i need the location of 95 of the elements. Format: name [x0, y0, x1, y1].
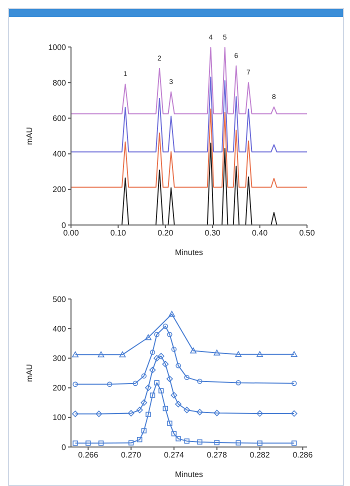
point — [107, 382, 112, 387]
point — [72, 351, 78, 358]
point — [292, 380, 297, 386]
point — [150, 392, 156, 398]
point — [86, 440, 91, 446]
point — [96, 410, 102, 418]
y-tick-label: 100 — [52, 413, 67, 422]
point — [196, 408, 203, 416]
x-tick-label: 0.278 — [206, 450, 228, 460]
y-tick-label: 800 — [52, 78, 67, 88]
line-series — [71, 47, 307, 114]
point — [72, 382, 78, 387]
point — [132, 380, 138, 386]
x-tick-label: 0.00 — [63, 228, 80, 238]
line-series — [72, 380, 297, 446]
point — [166, 376, 173, 382]
point — [292, 440, 297, 446]
point — [167, 420, 172, 426]
point — [145, 384, 152, 391]
y-axis-title: mAU — [24, 364, 34, 382]
y-tick-label: 200 — [52, 185, 67, 194]
point — [162, 324, 168, 329]
point — [119, 351, 126, 358]
point — [184, 406, 190, 414]
point — [197, 378, 202, 384]
point — [98, 351, 104, 358]
y-tick-label: 400 — [52, 150, 67, 159]
x-tick-label: 0.282 — [250, 450, 270, 460]
y-tick-label: 600 — [52, 114, 67, 124]
point — [176, 436, 181, 442]
y-tick-label: 400 — [52, 324, 67, 334]
point — [72, 440, 78, 446]
point — [214, 410, 220, 416]
point — [137, 437, 142, 442]
x-tick-label: 0.40 — [252, 228, 268, 238]
point — [140, 399, 148, 406]
x-tick-label: 0.30 — [204, 228, 221, 238]
y-tick-label: 500 — [52, 294, 67, 304]
point — [72, 410, 78, 418]
line-series — [72, 324, 297, 387]
y-tick-label: 1000 — [48, 42, 67, 52]
point — [290, 351, 298, 357]
point — [171, 431, 177, 436]
x-axis-title: Minutes — [174, 248, 204, 257]
line-series — [71, 108, 307, 188]
point — [145, 334, 152, 340]
point — [171, 346, 177, 352]
point — [167, 332, 172, 338]
point — [141, 428, 147, 434]
x-tick-label: 0.266 — [78, 450, 99, 460]
y-tick-label: 0 — [62, 442, 67, 452]
point — [128, 410, 134, 416]
x-tick-label: 0.20 — [158, 228, 174, 238]
point — [290, 410, 298, 417]
point — [146, 412, 151, 418]
x-tick-label: 0.10 — [110, 228, 127, 238]
point — [158, 388, 164, 394]
x-axis-title: Minutes — [174, 470, 204, 479]
point — [235, 351, 242, 357]
point — [176, 363, 181, 368]
y-axis-title: mAU — [24, 126, 34, 145]
point — [162, 406, 168, 412]
x-tick-label: 0.286 — [292, 450, 314, 460]
point — [256, 351, 263, 357]
point — [214, 440, 220, 446]
y-tick-label: 200 — [52, 384, 67, 393]
line-series — [71, 76, 307, 152]
point — [154, 355, 160, 362]
point — [214, 350, 220, 356]
x-tick-label: 0.50 — [299, 228, 316, 238]
x-tick-label: 0.270 — [121, 450, 142, 460]
point — [184, 438, 190, 444]
point — [128, 440, 134, 446]
point — [141, 373, 147, 379]
x-tick-label: 0.274 — [164, 450, 185, 460]
point — [162, 360, 169, 368]
point — [175, 400, 182, 408]
point — [149, 366, 156, 374]
point — [168, 310, 176, 317]
point — [190, 348, 196, 354]
point — [197, 439, 202, 445]
y-tick-label: 0 — [62, 220, 67, 230]
point — [236, 440, 241, 446]
point — [170, 392, 178, 398]
point — [256, 410, 263, 417]
point — [154, 332, 160, 338]
point — [136, 406, 143, 414]
point — [257, 440, 262, 446]
point — [236, 380, 241, 386]
y-tick-label: 300 — [52, 354, 67, 364]
point — [158, 352, 164, 360]
point — [154, 380, 160, 386]
point — [98, 440, 104, 446]
point — [150, 350, 156, 355]
point — [184, 374, 190, 380]
